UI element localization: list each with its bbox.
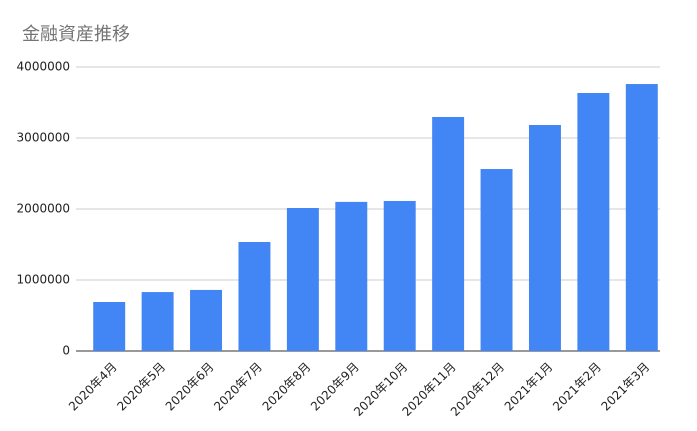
bar xyxy=(286,208,319,351)
bar xyxy=(528,125,561,351)
y-tick-label: 0 xyxy=(62,344,70,358)
x-tick-label: 2020年8月 xyxy=(260,360,314,414)
x-tick-label: 2020年4月 xyxy=(66,360,120,414)
bar xyxy=(625,84,658,351)
bar xyxy=(577,92,610,352)
bar xyxy=(238,242,271,351)
x-tick-label: 2020年7月 xyxy=(211,360,265,414)
y-tick-label: 2000000 xyxy=(17,202,70,216)
bar xyxy=(93,302,126,351)
x-tick-label: 2020年6月 xyxy=(163,360,217,414)
bar xyxy=(141,292,174,351)
y-tick-label: 4000000 xyxy=(17,60,70,74)
x-tick-label: 2020年5月 xyxy=(114,360,168,414)
y-tick-label: 1000000 xyxy=(17,273,70,287)
x-tick-label: 2021年3月 xyxy=(599,360,653,414)
bar xyxy=(335,201,368,351)
bar xyxy=(190,289,223,351)
bar xyxy=(432,116,465,351)
x-tick-label: 2021年1月 xyxy=(502,360,556,414)
x-tick-label: 2021年2月 xyxy=(550,360,604,414)
bar xyxy=(480,169,513,351)
chart-title: 金融資産推移 xyxy=(22,24,130,45)
y-tick-label: 3000000 xyxy=(17,131,70,145)
bar xyxy=(383,200,416,351)
